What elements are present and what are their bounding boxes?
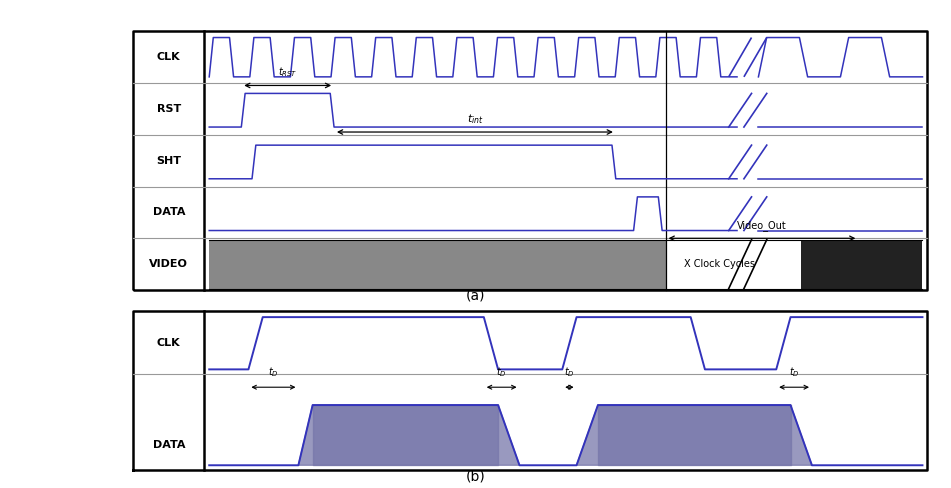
Bar (801, 240, 922, 288)
Text: $t_D$: $t_D$ (788, 365, 800, 379)
Text: CLK: CLK (157, 338, 181, 347)
Polygon shape (576, 405, 812, 465)
Bar (209, 240, 666, 288)
Text: X Clock Cycles: X Clock Cycles (684, 259, 755, 269)
Text: Video_Out: Video_Out (737, 221, 786, 231)
Text: $t_D$: $t_D$ (268, 365, 279, 379)
Text: RST: RST (157, 104, 181, 114)
Text: DATA: DATA (152, 440, 185, 450)
Text: $t_D$: $t_D$ (564, 365, 574, 379)
Text: $t_{int}$: $t_{int}$ (467, 113, 483, 126)
Text: (a): (a) (466, 288, 485, 302)
Text: CLK: CLK (157, 52, 181, 62)
Text: VIDEO: VIDEO (149, 259, 188, 269)
Text: (b): (b) (466, 469, 485, 483)
Polygon shape (299, 405, 519, 465)
Bar (666, 240, 772, 288)
Text: $t_{RST}$: $t_{RST}$ (278, 65, 298, 79)
Text: $t_D$: $t_D$ (496, 365, 507, 379)
Text: SHT: SHT (156, 156, 182, 165)
Text: DATA: DATA (152, 207, 185, 218)
